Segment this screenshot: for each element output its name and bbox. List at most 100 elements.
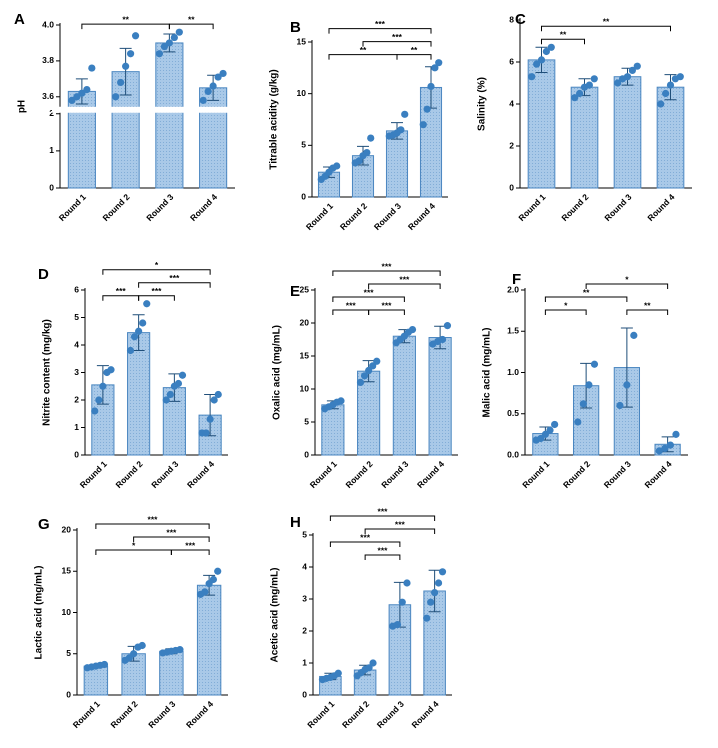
y-tick-label: 3.6	[42, 91, 54, 101]
significance-bracket	[585, 283, 669, 289]
y-tick-label: 0	[304, 449, 309, 459]
significance-label: ***	[166, 527, 177, 537]
x-tick-label: Round 1	[308, 459, 339, 490]
data-point	[99, 382, 107, 390]
data-point	[107, 366, 115, 374]
y-tick-label: 0	[49, 182, 54, 192]
data-point	[117, 78, 125, 87]
significance-label: ***	[392, 32, 403, 42]
y-tick-label: 6	[74, 284, 79, 294]
y-tick-label: 4	[302, 561, 307, 571]
significance-bracket	[133, 536, 210, 542]
significance-label: **	[583, 287, 590, 297]
significance-bracket	[332, 296, 405, 302]
significance-label: **	[603, 17, 610, 27]
data-point	[623, 73, 632, 81]
data-point	[541, 430, 549, 438]
significance-bracket	[95, 523, 210, 529]
y-tick-label: 20	[62, 524, 72, 534]
significance-label: ***	[364, 287, 375, 297]
panel-label: D	[38, 266, 49, 283]
data-point	[616, 401, 624, 410]
bar	[570, 86, 599, 189]
data-point	[614, 79, 622, 87]
data-point	[337, 397, 345, 405]
x-tick-label: Round 1	[57, 192, 88, 223]
y-tick-label: 20	[300, 317, 310, 327]
significance-label: **	[122, 14, 129, 24]
data-point	[365, 664, 373, 672]
data-point	[633, 62, 641, 70]
significance-bracket	[328, 54, 398, 60]
significance-bracket	[81, 23, 170, 30]
significance-label: ***	[116, 286, 127, 296]
y-tick-label: 0.0	[507, 449, 519, 459]
y-tick-label: 1	[49, 145, 54, 155]
significance-bracket	[138, 295, 175, 301]
data-point	[666, 81, 675, 89]
y-tick-label: 3	[302, 593, 307, 603]
data-point	[334, 669, 342, 677]
x-tick-label: Round 1	[71, 699, 102, 730]
data-point	[546, 426, 554, 434]
y-tick-label: 1	[302, 657, 307, 667]
y-tick-label: 5	[304, 416, 309, 426]
data-point	[672, 430, 680, 438]
y-tick-label: 0	[509, 182, 514, 192]
data-point	[628, 66, 636, 74]
y-tick-label: 2	[74, 394, 79, 404]
data-point	[73, 93, 81, 101]
data-point	[126, 50, 135, 58]
x-tick-label: Round 3	[379, 459, 410, 490]
significance-bracket	[102, 269, 211, 275]
data-point	[174, 379, 183, 388]
data-point	[126, 346, 135, 355]
data-point	[209, 82, 217, 90]
data-point	[209, 575, 218, 584]
y-tick-label: 10	[62, 607, 72, 617]
data-point	[551, 420, 559, 429]
y-tick-label: 10	[300, 383, 310, 393]
y-tick-label: 3	[74, 367, 79, 377]
y-tick-label: 5	[74, 312, 79, 322]
data-point	[166, 390, 174, 399]
panel-label: E	[290, 283, 300, 300]
significance-bracket	[544, 309, 587, 315]
data-point	[438, 568, 447, 576]
y-tick-label: 4	[509, 98, 514, 108]
significance-bracket	[364, 554, 401, 560]
bar	[428, 337, 452, 456]
data-point	[408, 326, 417, 334]
data-point	[363, 148, 371, 157]
y-tick-label: 8	[509, 14, 514, 24]
bar	[527, 59, 556, 189]
data-point	[91, 407, 99, 415]
data-point	[537, 56, 546, 64]
x-tick-label: Round 2	[559, 192, 590, 223]
data-point	[178, 371, 187, 379]
y-tick-label: 0.5	[507, 408, 519, 418]
x-tick-label: Round 1	[305, 699, 336, 730]
data-point	[210, 396, 218, 404]
significance-bracket	[541, 25, 671, 32]
significance-bracket	[168, 23, 214, 30]
data-point	[95, 396, 103, 404]
y-axis-label: Titrable acidity (g/kg)	[269, 69, 280, 169]
data-point	[201, 588, 209, 596]
x-tick-label: Round 4	[643, 459, 674, 490]
data-point	[438, 335, 447, 344]
y-tick-label: 15	[300, 350, 310, 360]
panel-label: H	[290, 514, 301, 531]
y-axis-label: Malic acid (mg/mL)	[482, 327, 493, 417]
data-point	[431, 589, 439, 597]
data-point	[676, 73, 684, 81]
axis-break	[52, 106, 235, 113]
y-tick-label: 2	[509, 140, 514, 150]
data-point	[122, 62, 130, 70]
data-point	[427, 598, 435, 606]
data-point	[143, 300, 151, 308]
data-point	[355, 157, 363, 165]
y-tick-label: 0	[301, 191, 306, 201]
data-point	[435, 59, 443, 67]
data-point	[537, 434, 545, 443]
